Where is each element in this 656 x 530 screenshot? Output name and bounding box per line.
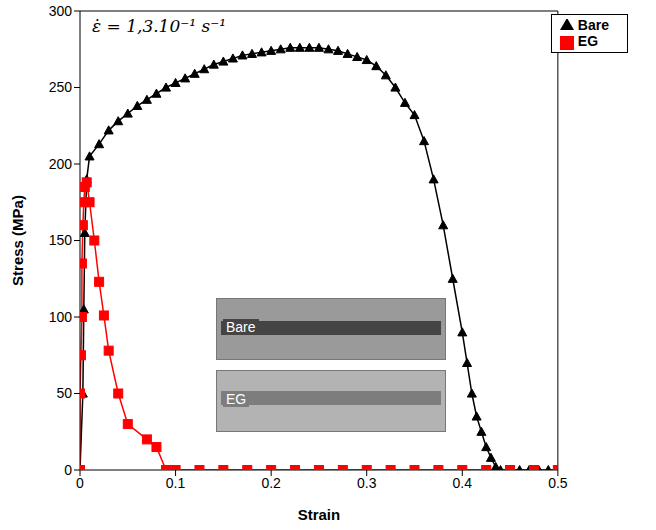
svg-text:250: 250	[49, 79, 73, 95]
svg-text:Strain: Strain	[298, 506, 341, 523]
svg-text:300: 300	[49, 3, 73, 19]
html-text:EG: EG	[577, 33, 599, 50]
svg-text:100: 100	[49, 309, 73, 325]
svg-text:0.5: 0.5	[548, 475, 568, 491]
svg-text:50: 50	[56, 385, 72, 401]
html-text:ε̇ = 1,3.10⁻¹ s⁻¹: ε̇ = 1,3.10⁻¹ s⁻¹	[92, 16, 226, 36]
svg-text:0: 0	[76, 475, 84, 491]
html-text:Bare: Bare	[226, 319, 256, 335]
svg-text:200: 200	[49, 156, 73, 172]
svg-text:0.3: 0.3	[357, 475, 377, 491]
html-text:EG: EG	[226, 391, 247, 407]
svg-text:0.2: 0.2	[261, 475, 281, 491]
svg-text:0.1: 0.1	[166, 475, 186, 491]
svg-text:0.4: 0.4	[453, 475, 473, 491]
svg-text:Stress (MPa): Stress (MPa)	[9, 195, 26, 286]
svg-text:150: 150	[49, 232, 73, 248]
html-text:Bare: Bare	[577, 17, 609, 33]
svg-text:0: 0	[64, 462, 72, 478]
